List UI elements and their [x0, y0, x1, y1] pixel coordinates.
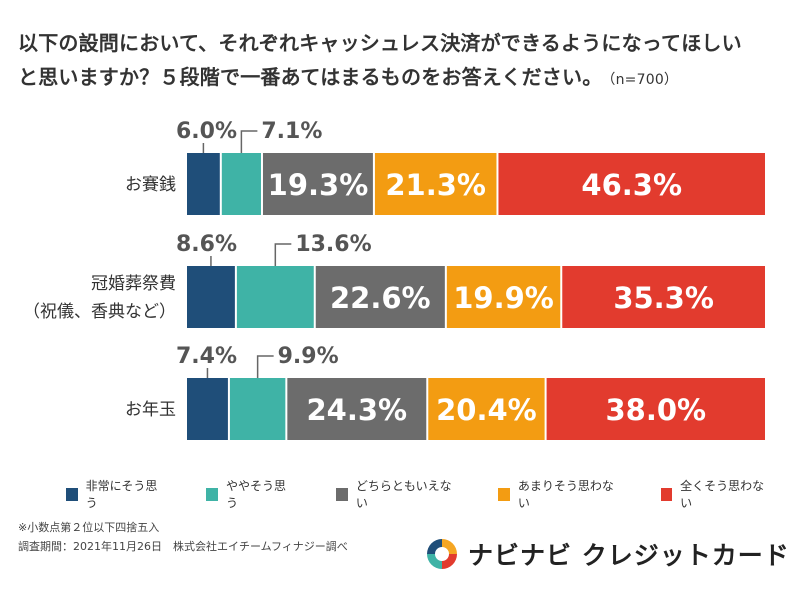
bar-segment	[187, 378, 228, 440]
leader-line	[274, 243, 292, 266]
legend-swatch	[66, 487, 78, 501]
brand-mark-segment	[427, 554, 442, 569]
bar-segment	[546, 378, 765, 440]
legend-label: ややそう思う	[226, 479, 287, 510]
bar-segment	[221, 153, 261, 215]
legend-swatch	[336, 487, 348, 501]
category-label: お賽銭	[125, 174, 176, 195]
brand-logo: ナビナビ クレジットカード	[424, 534, 790, 574]
bar-segment	[262, 153, 373, 215]
legend-swatch	[206, 487, 218, 501]
leader-line	[240, 130, 258, 153]
legend-item: あまりそう思わない	[498, 477, 614, 511]
survey-note: 調査期間：2021年11月26日 株式会社エイチームフィナジー調べ	[18, 540, 348, 553]
data-label: 19.9%	[453, 281, 554, 315]
data-label: 35.3%	[613, 281, 714, 315]
bar-segment	[446, 266, 561, 328]
bar-segment	[187, 266, 235, 328]
data-label: 19.3%	[268, 168, 369, 202]
legend-label: 全くそう思わない	[680, 479, 765, 510]
data-label: 9.9%	[278, 344, 339, 369]
legend-label: どちらともいえない	[355, 479, 452, 510]
data-label: 20.4%	[436, 393, 537, 427]
bar-segment	[315, 266, 445, 328]
brand-mark-icon	[427, 539, 457, 569]
bar-segment	[498, 153, 765, 215]
stacked-bar-chart: お賽銭 19.3% 21.3% 46.3% 6.0% 7.1% 冠婚葬祭費 （祝儀、香典など）…	[23, 119, 765, 440]
title-line-2: と思いますか？５段階で一番あてはまるものをお答えください。 （n=700）	[18, 60, 788, 97]
brand-mark-segment	[427, 539, 442, 554]
data-label: 13.6%	[295, 232, 371, 257]
data-label: 8.6%	[176, 232, 237, 257]
bar-segment	[236, 266, 314, 328]
data-label: 38.0%	[605, 393, 706, 427]
legend-swatch	[660, 487, 673, 501]
brand-name: ナビナビ クレジットカード	[468, 541, 790, 570]
data-label: 7.4%	[176, 344, 237, 369]
data-label: 21.3%	[385, 168, 486, 202]
leader-line	[256, 355, 274, 378]
brand-mark-segment	[442, 539, 457, 554]
category-label: お年玉	[125, 400, 176, 420]
category-label: （祝儀、香典など）	[23, 302, 176, 322]
data-label: 22.6%	[330, 281, 431, 315]
data-label: 24.3%	[307, 393, 408, 427]
data-label: 46.3%	[581, 168, 682, 202]
legend-label: あまりそう思わない	[517, 479, 614, 510]
bar-segment	[428, 378, 545, 440]
bar-segment	[187, 153, 220, 215]
bar-segment	[374, 153, 497, 215]
bar-segment	[229, 378, 286, 440]
rounding-note: ※小数点第２位以下四捨五入	[18, 521, 160, 534]
legend-swatch	[498, 487, 510, 501]
category-label: 冠婚葬祭費	[91, 274, 176, 294]
title-line-1: 以下の設問において、それぞれキャッシュレス決済ができるようになってほしい	[18, 31, 742, 55]
bar-segment	[562, 266, 765, 328]
sample-size: （n=700）	[608, 72, 679, 88]
legend-item: どちらともいえない	[336, 477, 452, 511]
footnotes: ※小数点第２位以下四捨五入 調査期間：2021年11月26日 株式会社エイチーム…	[18, 518, 348, 556]
chart-legend: 非常にそう思う ややそう思う どちらともいえない あまりそう思わない 全くそう思わない	[66, 479, 766, 510]
legend-item: 全くそう思わない	[660, 477, 766, 511]
data-label: 7.1%	[261, 119, 322, 144]
legend-label: 非常にそう思う	[85, 479, 158, 510]
legend-item: 非常にそう思う	[66, 477, 160, 511]
title-line-2-text: と思いますか？５段階で一番あてはまるものをお答えください。	[18, 65, 603, 89]
chart-title: 以下の設問において、それぞれキャッシュレス決済ができるようになってほしい と思い…	[18, 26, 788, 97]
data-label: 6.0%	[176, 119, 237, 144]
bar-segment	[287, 378, 427, 440]
brand-mark-segment	[442, 554, 457, 569]
legend-item: ややそう思う	[206, 477, 290, 511]
